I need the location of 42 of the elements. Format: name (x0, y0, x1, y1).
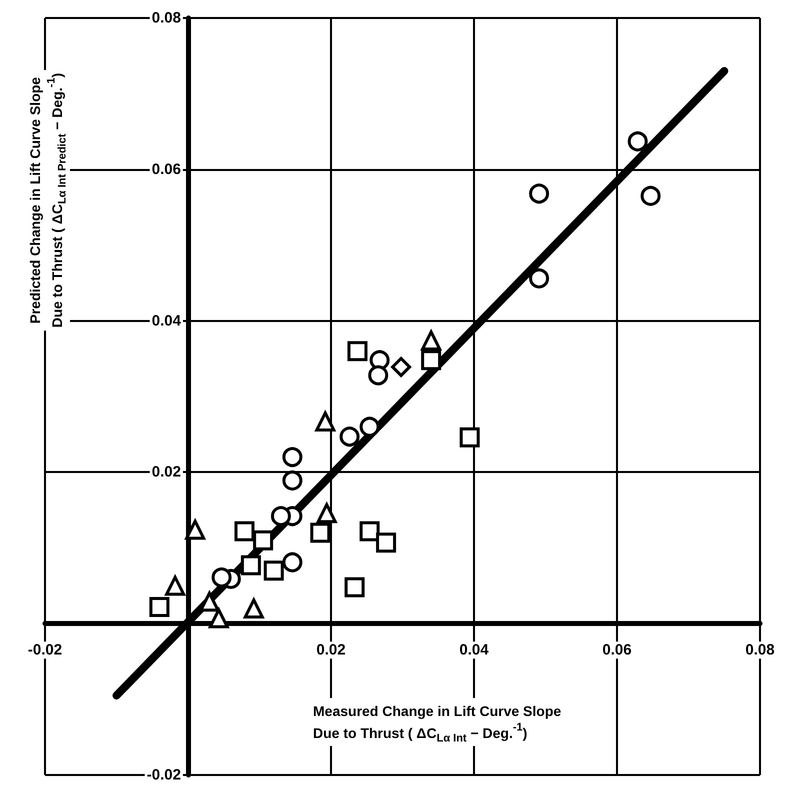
x-tick-label: 0.04 (459, 642, 490, 659)
point (264, 560, 284, 581)
point (340, 426, 360, 447)
x-tick-label: -0.02 (28, 642, 62, 659)
point (253, 530, 274, 550)
point (282, 447, 302, 468)
point (640, 186, 661, 206)
point (240, 555, 261, 576)
y-tick-label: -0.02 (146, 766, 181, 784)
point (529, 268, 550, 288)
point (391, 356, 412, 377)
y-tick-label: 0.06 (152, 160, 181, 178)
point (234, 521, 254, 542)
point (282, 470, 302, 491)
point (421, 330, 442, 350)
y-tick-label: 0.02 (152, 464, 181, 481)
point (212, 567, 232, 588)
point (360, 416, 380, 437)
point (165, 576, 186, 596)
point (421, 350, 442, 370)
y-tick-label: 0.04 (152, 312, 182, 330)
point (376, 532, 396, 553)
point (244, 598, 264, 618)
point (360, 521, 380, 542)
x-tick-label: 0.02 (316, 642, 346, 659)
point (316, 503, 337, 524)
y-tick-label: 0.08 (152, 10, 181, 26)
point (460, 427, 480, 448)
point (628, 131, 648, 152)
x-tick-label: 0.08 (745, 642, 775, 659)
point (208, 608, 229, 628)
point (368, 365, 388, 386)
point (270, 506, 291, 526)
point (149, 596, 170, 617)
point (185, 520, 206, 540)
point (310, 522, 330, 543)
point (344, 577, 365, 598)
point (347, 341, 368, 362)
point (529, 184, 550, 204)
point (315, 411, 336, 432)
point (282, 552, 302, 572)
x-tick-label: 0.06 (602, 642, 632, 659)
